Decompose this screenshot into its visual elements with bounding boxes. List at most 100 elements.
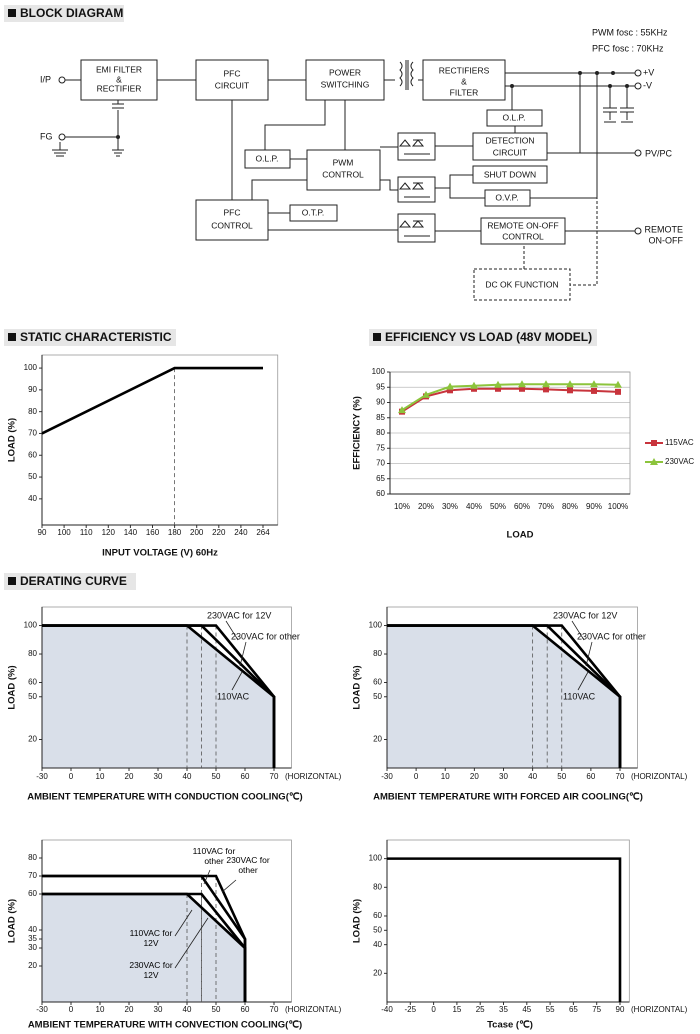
x-tick-label: 0: [414, 772, 419, 781]
series-label-box: 110VAC for other: [193, 846, 236, 866]
x-tick-label: 60%: [514, 502, 530, 511]
y-tick-label: 40: [373, 940, 382, 949]
legend-label: 230VAC: [665, 457, 694, 466]
block-label: DC OK FUNCTION: [485, 279, 558, 289]
transformer: [399, 60, 414, 90]
axis: [386, 840, 630, 1003]
leader-line: [231, 671, 243, 691]
series-line: [387, 857, 622, 1002]
block-label: PFC: [224, 68, 241, 78]
wire: [52, 142, 68, 157]
y-tick-label: 80: [28, 649, 37, 658]
plot-frame: [386, 839, 630, 1003]
x-axis-title: AMBIENT TEMPERATURE WITH FORCED AIR COOL…: [373, 792, 643, 803]
y-tick-label: 80: [373, 649, 382, 658]
series-line: [42, 624, 276, 768]
y-tick-label: 80: [373, 882, 382, 891]
marker: [519, 385, 525, 392]
x-tick-label: 40%: [466, 502, 482, 511]
series-label: 230VAC for other: [231, 631, 300, 641]
y-tick-label: 85: [376, 413, 385, 422]
x-tick-label: -40: [381, 1005, 393, 1014]
block: [484, 189, 531, 207]
x-tick-label: 80%: [562, 502, 578, 511]
marker: [591, 387, 597, 394]
y-tick-label: 65: [376, 474, 385, 483]
marker: [446, 382, 454, 390]
block-label: &: [116, 74, 122, 84]
x-note: (HORIZONTAL): [631, 772, 688, 781]
x-tick-label: 70%: [538, 502, 554, 511]
x-tick-label: 35: [499, 1005, 508, 1014]
y-tick-label: 100: [372, 367, 386, 376]
block-label: O.L.P.: [256, 153, 279, 163]
y-axis-title: LOAD (%): [352, 899, 363, 943]
block: [473, 268, 571, 301]
y-tick-label: 60: [376, 489, 385, 498]
x-tick-label: 70: [270, 1005, 279, 1014]
block: [486, 109, 543, 127]
block-label: CONTROL: [322, 169, 364, 179]
terminal-label: -V: [643, 80, 652, 90]
block-label: CONTROL: [502, 231, 544, 241]
y-tick-label: 20: [373, 968, 382, 977]
block: [306, 149, 381, 191]
y-tick-label: 20: [28, 735, 37, 744]
plot-frame: [41, 354, 279, 526]
leader-line: [174, 917, 209, 969]
series-label-box: 230VAC for other: [226, 855, 269, 875]
x-tick-label: 140: [124, 528, 138, 537]
block-label: FILTER: [450, 87, 479, 97]
x-tick-label: 40: [183, 1005, 192, 1014]
terminal: [58, 69, 642, 235]
marker: [615, 388, 621, 395]
series-label: 230VAC for 12V: [207, 610, 271, 620]
x-tick-label: 200: [190, 528, 204, 537]
leader-line: [225, 620, 239, 641]
x-tick-label: 0: [69, 1005, 74, 1014]
series-label: 230VAC for other: [577, 631, 646, 641]
block: [472, 165, 548, 184]
block: [472, 132, 548, 161]
series-label: 230VAC for 12V: [553, 610, 617, 620]
x-tick-label: 60: [586, 772, 595, 781]
x-tick-label: -30: [36, 1005, 48, 1014]
x-tick-label: 180: [168, 528, 182, 537]
optocoupler: [397, 132, 436, 243]
x-tick-label: 65: [569, 1005, 578, 1014]
x-axis-title: AMBIENT TEMPERATURE WITH CONVECTION COOL…: [28, 1020, 302, 1031]
x-tick-label: 60: [241, 1005, 250, 1014]
series-line: [387, 624, 622, 768]
chart: 40 50 60 70 80 90 100 90 100 110 120 140 160 180 200 22…: [7, 354, 279, 559]
y-tick-label: 80: [28, 407, 37, 416]
x-tick-label: 60: [241, 772, 250, 781]
y-tick-label: 60: [28, 889, 37, 898]
header-text: BLOCK DIAGRAM: [20, 6, 123, 20]
wire: [523, 86, 598, 286]
legend-marker: [650, 458, 658, 465]
terminal-label: FG: [40, 131, 53, 141]
x-tick-label: 40: [183, 772, 192, 781]
y-axis-title: EFFICIENCY (%): [352, 396, 363, 470]
series-line: [401, 383, 619, 411]
note: PFC fosc : 70KHz: [592, 43, 664, 53]
legend-label: 115VAC: [665, 438, 694, 447]
x-tick-label: 20: [125, 1005, 134, 1014]
x-tick-label: 50: [212, 1005, 221, 1014]
x-tick-label: 70: [616, 772, 625, 781]
block-diagram: PWM fosc : 55KHz PFC fosc : 70KHz I/P FG…: [40, 27, 683, 301]
section-header: STATIC CHARACTERISTIC: [4, 329, 176, 346]
y-tick-label: 50: [373, 692, 382, 701]
legend-marker: [651, 440, 657, 446]
y-tick-label: 40: [28, 925, 37, 934]
x-tick-label: 40: [528, 772, 537, 781]
section-header: EFFICIENCY VS LOAD (48V MODEL): [369, 329, 597, 346]
y-tick-label: 50: [28, 472, 37, 481]
block: [195, 199, 269, 241]
terminal-label: REMOTE: [644, 224, 683, 234]
x-tick-label: 220: [212, 528, 226, 537]
wire: [65, 72, 635, 157]
series-line: [42, 874, 247, 1002]
